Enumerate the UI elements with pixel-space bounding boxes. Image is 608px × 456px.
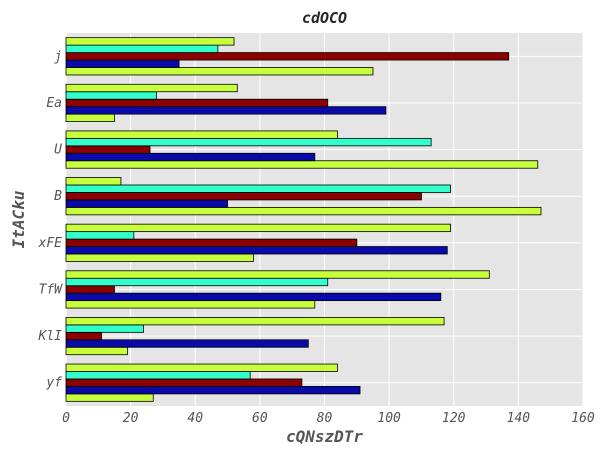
- x-tick-label: 60: [252, 411, 268, 426]
- bar: [65, 113, 115, 122]
- bar: [65, 83, 238, 93]
- bar: [65, 339, 309, 348]
- bar: [65, 231, 135, 240]
- bar: [65, 192, 422, 201]
- chart-title: cdOCO: [302, 9, 347, 27]
- bar: [65, 393, 154, 402]
- x-tick-label: 140: [507, 411, 531, 426]
- bars: [65, 37, 542, 402]
- bar: [65, 98, 329, 108]
- bar: [65, 152, 316, 162]
- x-tick-label: 120: [442, 411, 466, 426]
- bar: [65, 184, 451, 193]
- bar: [65, 59, 180, 68]
- y-tick-label: KlI: [38, 329, 63, 344]
- bar: [65, 253, 254, 262]
- x-tick-label: 80: [317, 411, 333, 426]
- y-tick-label: Ea: [46, 96, 62, 111]
- bar: [65, 363, 338, 372]
- bar: [65, 52, 510, 61]
- y-tick-label: U: [54, 143, 62, 158]
- y-tick-label: xFE: [38, 236, 63, 251]
- bar: [65, 300, 316, 309]
- bar: [65, 324, 144, 333]
- bar: [65, 371, 251, 380]
- bar: [65, 317, 445, 326]
- x-tick-labels: 0 20 40 60 80 100 120 140 160: [62, 411, 595, 426]
- bar: [65, 145, 151, 154]
- bar: [65, 277, 329, 287]
- x-tick-label: 160: [571, 411, 595, 426]
- bar: [65, 137, 432, 147]
- bar: [65, 223, 451, 233]
- bar: [65, 246, 448, 255]
- bar: [65, 37, 235, 46]
- x-tick-label: 100: [377, 411, 401, 426]
- y-tick-labels: yf KlI TfW xFE B U Ea j: [38, 49, 64, 390]
- x-tick-label: 40: [187, 411, 203, 426]
- bar: [65, 238, 358, 247]
- bar: [65, 378, 303, 387]
- y-tick-label: TfW: [39, 282, 64, 297]
- bar: [65, 199, 228, 208]
- bar: [65, 292, 442, 302]
- bar: [65, 285, 115, 294]
- y-tick-label: yf: [45, 376, 62, 391]
- bar: [65, 130, 338, 139]
- bar: [65, 177, 122, 186]
- bar: [65, 346, 128, 356]
- bar: [65, 91, 157, 100]
- y-tick-label: j: [54, 49, 62, 64]
- bar: [65, 270, 490, 279]
- bar: [65, 206, 542, 216]
- x-axis-label: cQNszDTr: [286, 427, 363, 446]
- x-tick-label: 20: [123, 411, 139, 426]
- y-tick-label: B: [54, 189, 62, 204]
- bar: [65, 44, 219, 53]
- bar: [65, 331, 102, 341]
- bar: [65, 106, 387, 115]
- y-axis-label: ItACku: [9, 190, 28, 248]
- bar: [65, 67, 374, 76]
- bar: [65, 386, 361, 395]
- bar: [65, 160, 539, 169]
- x-tick-label: 0: [62, 411, 70, 426]
